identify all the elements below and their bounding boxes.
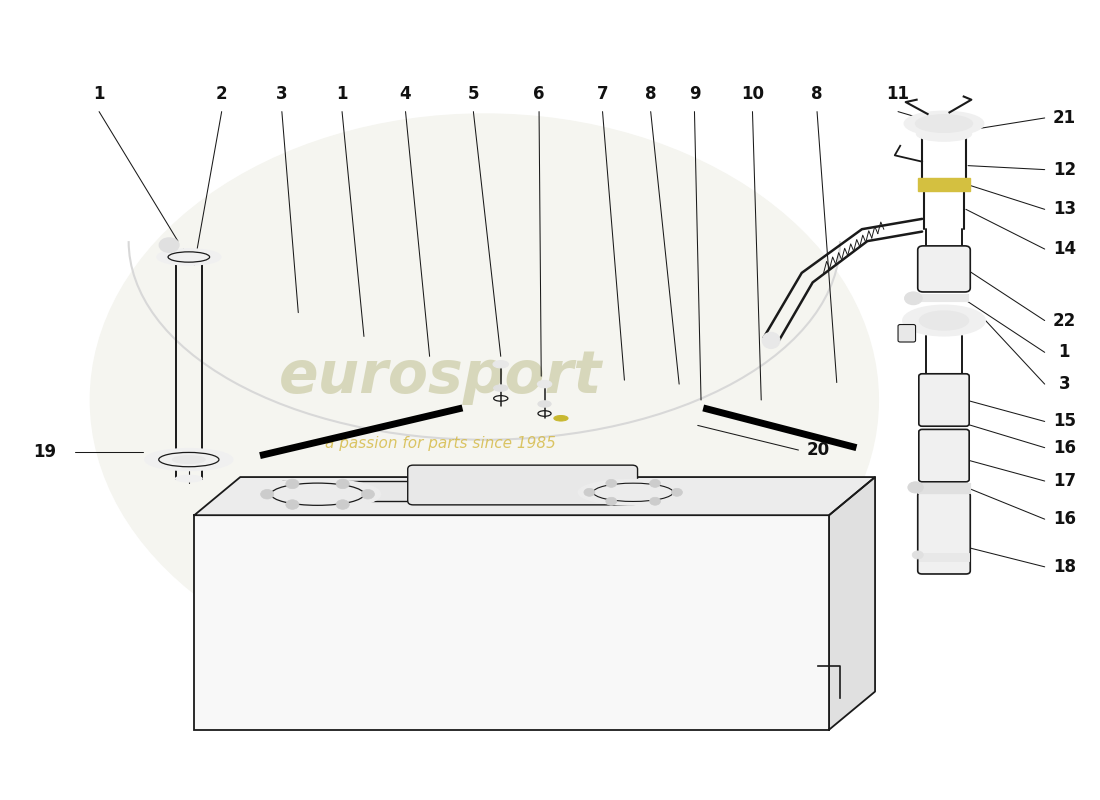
Circle shape <box>337 500 350 510</box>
Ellipse shape <box>173 456 206 463</box>
Bar <box>920 294 968 302</box>
Text: 11: 11 <box>887 85 910 103</box>
Ellipse shape <box>493 361 508 368</box>
Text: 14: 14 <box>1053 240 1076 258</box>
Text: 1: 1 <box>1058 343 1070 362</box>
Circle shape <box>361 490 374 499</box>
FancyBboxPatch shape <box>917 246 970 292</box>
Text: 4: 4 <box>399 85 411 103</box>
Circle shape <box>908 482 923 493</box>
Circle shape <box>337 479 350 489</box>
Polygon shape <box>195 477 874 515</box>
Text: 7: 7 <box>596 85 608 103</box>
Ellipse shape <box>157 249 221 265</box>
Circle shape <box>671 488 682 496</box>
Text: 1: 1 <box>337 85 348 103</box>
FancyBboxPatch shape <box>898 325 915 342</box>
Text: 17: 17 <box>1053 472 1076 490</box>
Bar <box>195 515 829 730</box>
Text: 13: 13 <box>1053 200 1076 218</box>
Text: 15: 15 <box>1053 413 1076 430</box>
FancyBboxPatch shape <box>918 430 969 482</box>
Ellipse shape <box>903 306 984 336</box>
Ellipse shape <box>176 475 202 482</box>
Text: eurosport: eurosport <box>279 348 602 405</box>
Text: 18: 18 <box>1053 558 1076 576</box>
FancyBboxPatch shape <box>408 465 638 505</box>
Text: 1: 1 <box>94 85 104 103</box>
Ellipse shape <box>920 311 969 330</box>
Circle shape <box>606 498 617 506</box>
Text: 20: 20 <box>806 441 829 459</box>
Text: 3: 3 <box>1058 375 1070 393</box>
Text: 16: 16 <box>1053 510 1076 528</box>
Ellipse shape <box>145 449 232 470</box>
Ellipse shape <box>538 381 551 388</box>
Text: 5: 5 <box>468 85 480 103</box>
Circle shape <box>912 551 923 559</box>
Bar <box>917 178 970 191</box>
Ellipse shape <box>553 415 568 421</box>
Bar <box>282 482 500 502</box>
Circle shape <box>606 479 617 487</box>
Ellipse shape <box>90 114 878 686</box>
Text: 16: 16 <box>1053 438 1076 457</box>
Ellipse shape <box>916 126 971 141</box>
Text: 21: 21 <box>1053 109 1076 127</box>
FancyBboxPatch shape <box>918 374 969 426</box>
Text: 8: 8 <box>645 85 657 103</box>
Text: a passion for parts since 1985: a passion for parts since 1985 <box>326 436 556 451</box>
Text: 3: 3 <box>276 85 288 103</box>
Ellipse shape <box>579 480 688 505</box>
Text: 22: 22 <box>1053 311 1076 330</box>
Text: 19: 19 <box>33 442 56 461</box>
Ellipse shape <box>254 479 381 510</box>
Bar <box>918 554 969 562</box>
FancyBboxPatch shape <box>917 492 970 574</box>
Circle shape <box>286 479 299 489</box>
Bar <box>917 483 970 493</box>
Ellipse shape <box>904 112 983 135</box>
Bar <box>920 437 927 446</box>
Text: 10: 10 <box>741 85 764 103</box>
Circle shape <box>650 498 660 506</box>
Circle shape <box>261 490 274 499</box>
Circle shape <box>584 488 595 496</box>
Circle shape <box>904 292 922 305</box>
Text: 8: 8 <box>812 85 823 103</box>
Circle shape <box>160 238 179 252</box>
Circle shape <box>650 479 660 487</box>
Ellipse shape <box>494 385 508 391</box>
Polygon shape <box>829 477 874 730</box>
Text: 9: 9 <box>689 85 701 103</box>
Ellipse shape <box>762 333 780 348</box>
Text: 6: 6 <box>534 85 544 103</box>
Circle shape <box>286 500 299 510</box>
Text: 2: 2 <box>216 85 228 103</box>
Ellipse shape <box>915 114 972 132</box>
Ellipse shape <box>538 401 551 407</box>
Bar <box>921 253 929 261</box>
Text: 12: 12 <box>1053 161 1076 178</box>
